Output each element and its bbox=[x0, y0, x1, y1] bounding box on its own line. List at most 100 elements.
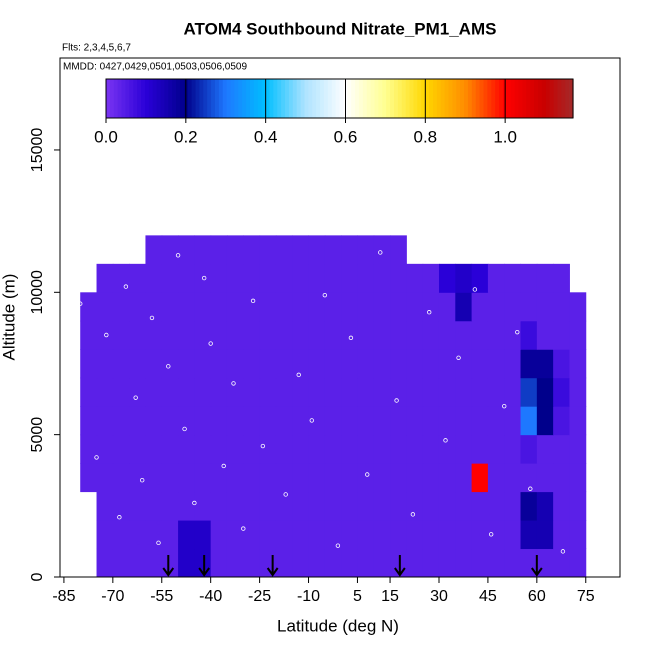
colorbar-swatch bbox=[133, 79, 138, 118]
cell bbox=[145, 292, 163, 322]
cell bbox=[357, 320, 375, 350]
cell bbox=[471, 263, 489, 293]
colorbar-swatch bbox=[160, 79, 165, 118]
cell bbox=[243, 320, 261, 350]
colorbar-swatch bbox=[109, 79, 115, 118]
cell bbox=[226, 491, 244, 521]
sample-point bbox=[348, 335, 354, 341]
colorbar-swatch bbox=[390, 79, 395, 118]
cell bbox=[275, 263, 293, 293]
cell bbox=[438, 520, 456, 550]
colorbar-swatch bbox=[448, 79, 453, 118]
colorbar-swatch bbox=[331, 79, 337, 118]
cell bbox=[487, 406, 505, 436]
cell bbox=[390, 292, 407, 322]
cell bbox=[129, 520, 146, 550]
x-tick-label: -40 bbox=[199, 588, 222, 605]
colorbar-swatch bbox=[242, 79, 247, 118]
cell bbox=[210, 349, 228, 379]
colorbar-swatch bbox=[113, 79, 119, 118]
cell bbox=[471, 377, 489, 407]
cell bbox=[487, 491, 505, 521]
colorbar-swatch bbox=[386, 79, 391, 118]
colorbar-swatch bbox=[218, 79, 224, 118]
cell bbox=[406, 491, 424, 521]
colorbar-swatch bbox=[487, 79, 492, 118]
cell bbox=[341, 235, 358, 265]
cell bbox=[487, 263, 505, 293]
colorbar-swatch bbox=[405, 79, 411, 118]
colorbar-swatch bbox=[495, 79, 500, 118]
colorbar-swatch bbox=[238, 79, 243, 118]
cell bbox=[259, 292, 277, 322]
cell bbox=[292, 548, 310, 578]
cell bbox=[292, 377, 310, 407]
cell bbox=[80, 349, 98, 379]
cell bbox=[161, 320, 179, 350]
colorbar-swatch bbox=[176, 79, 181, 118]
colorbar-swatch bbox=[312, 79, 317, 118]
cell bbox=[210, 491, 228, 521]
colorbar-swatch bbox=[257, 79, 263, 118]
plot-frame bbox=[59, 57, 621, 578]
cell bbox=[390, 406, 407, 436]
colorbar-swatch bbox=[172, 79, 177, 118]
cell bbox=[210, 434, 228, 464]
cell bbox=[569, 548, 587, 578]
colorbar-swatch bbox=[479, 79, 485, 118]
cell bbox=[178, 349, 195, 379]
cell bbox=[275, 349, 293, 379]
colorbar-swatch bbox=[156, 79, 162, 118]
colorbar-swatch bbox=[557, 79, 562, 118]
sample-point bbox=[78, 301, 83, 306]
cell bbox=[438, 349, 456, 379]
colorbar-swatch bbox=[152, 79, 158, 118]
colorbar-swatch bbox=[537, 79, 543, 118]
cell bbox=[259, 491, 277, 521]
cell bbox=[536, 320, 554, 350]
flights-note: Flts: 2,3,4,5,6,7 bbox=[62, 43, 131, 54]
cell bbox=[308, 406, 326, 436]
cell bbox=[145, 263, 163, 293]
cell bbox=[292, 406, 310, 436]
colorbar-swatch bbox=[413, 79, 418, 118]
cell bbox=[145, 491, 163, 521]
colorbar-swatch bbox=[355, 79, 360, 118]
cell bbox=[520, 377, 538, 407]
cell bbox=[243, 520, 261, 550]
cell bbox=[275, 292, 293, 322]
cell bbox=[275, 520, 293, 550]
cell bbox=[373, 377, 391, 407]
cell bbox=[438, 463, 456, 493]
colorbar-swatch bbox=[296, 79, 302, 118]
sample-point bbox=[273, 227, 279, 232]
cell bbox=[520, 263, 538, 293]
cell bbox=[112, 349, 130, 379]
sample-point bbox=[365, 472, 370, 477]
sample-point bbox=[250, 298, 256, 304]
cell bbox=[178, 377, 195, 407]
sample-point bbox=[260, 443, 266, 449]
colorbar-tick-label: 0.0 bbox=[94, 127, 118, 146]
cell bbox=[145, 235, 163, 265]
sample-point bbox=[322, 292, 328, 298]
cell bbox=[422, 349, 440, 379]
cell bbox=[487, 320, 505, 350]
colorbar-swatch bbox=[214, 79, 220, 118]
cell bbox=[178, 548, 195, 578]
cell bbox=[80, 406, 98, 436]
sample-point bbox=[309, 418, 314, 423]
cell bbox=[357, 235, 375, 265]
colorbar-swatch bbox=[323, 79, 329, 118]
colorbar-swatch bbox=[366, 79, 372, 118]
cell bbox=[161, 235, 179, 265]
cell bbox=[275, 491, 293, 521]
colorbar-swatch bbox=[506, 79, 512, 118]
cell bbox=[520, 349, 538, 379]
cell bbox=[275, 377, 293, 407]
colorbar-swatch bbox=[246, 79, 251, 118]
cell bbox=[520, 520, 538, 550]
colorbar-swatch bbox=[514, 79, 520, 118]
colorbar-swatch bbox=[273, 79, 278, 118]
